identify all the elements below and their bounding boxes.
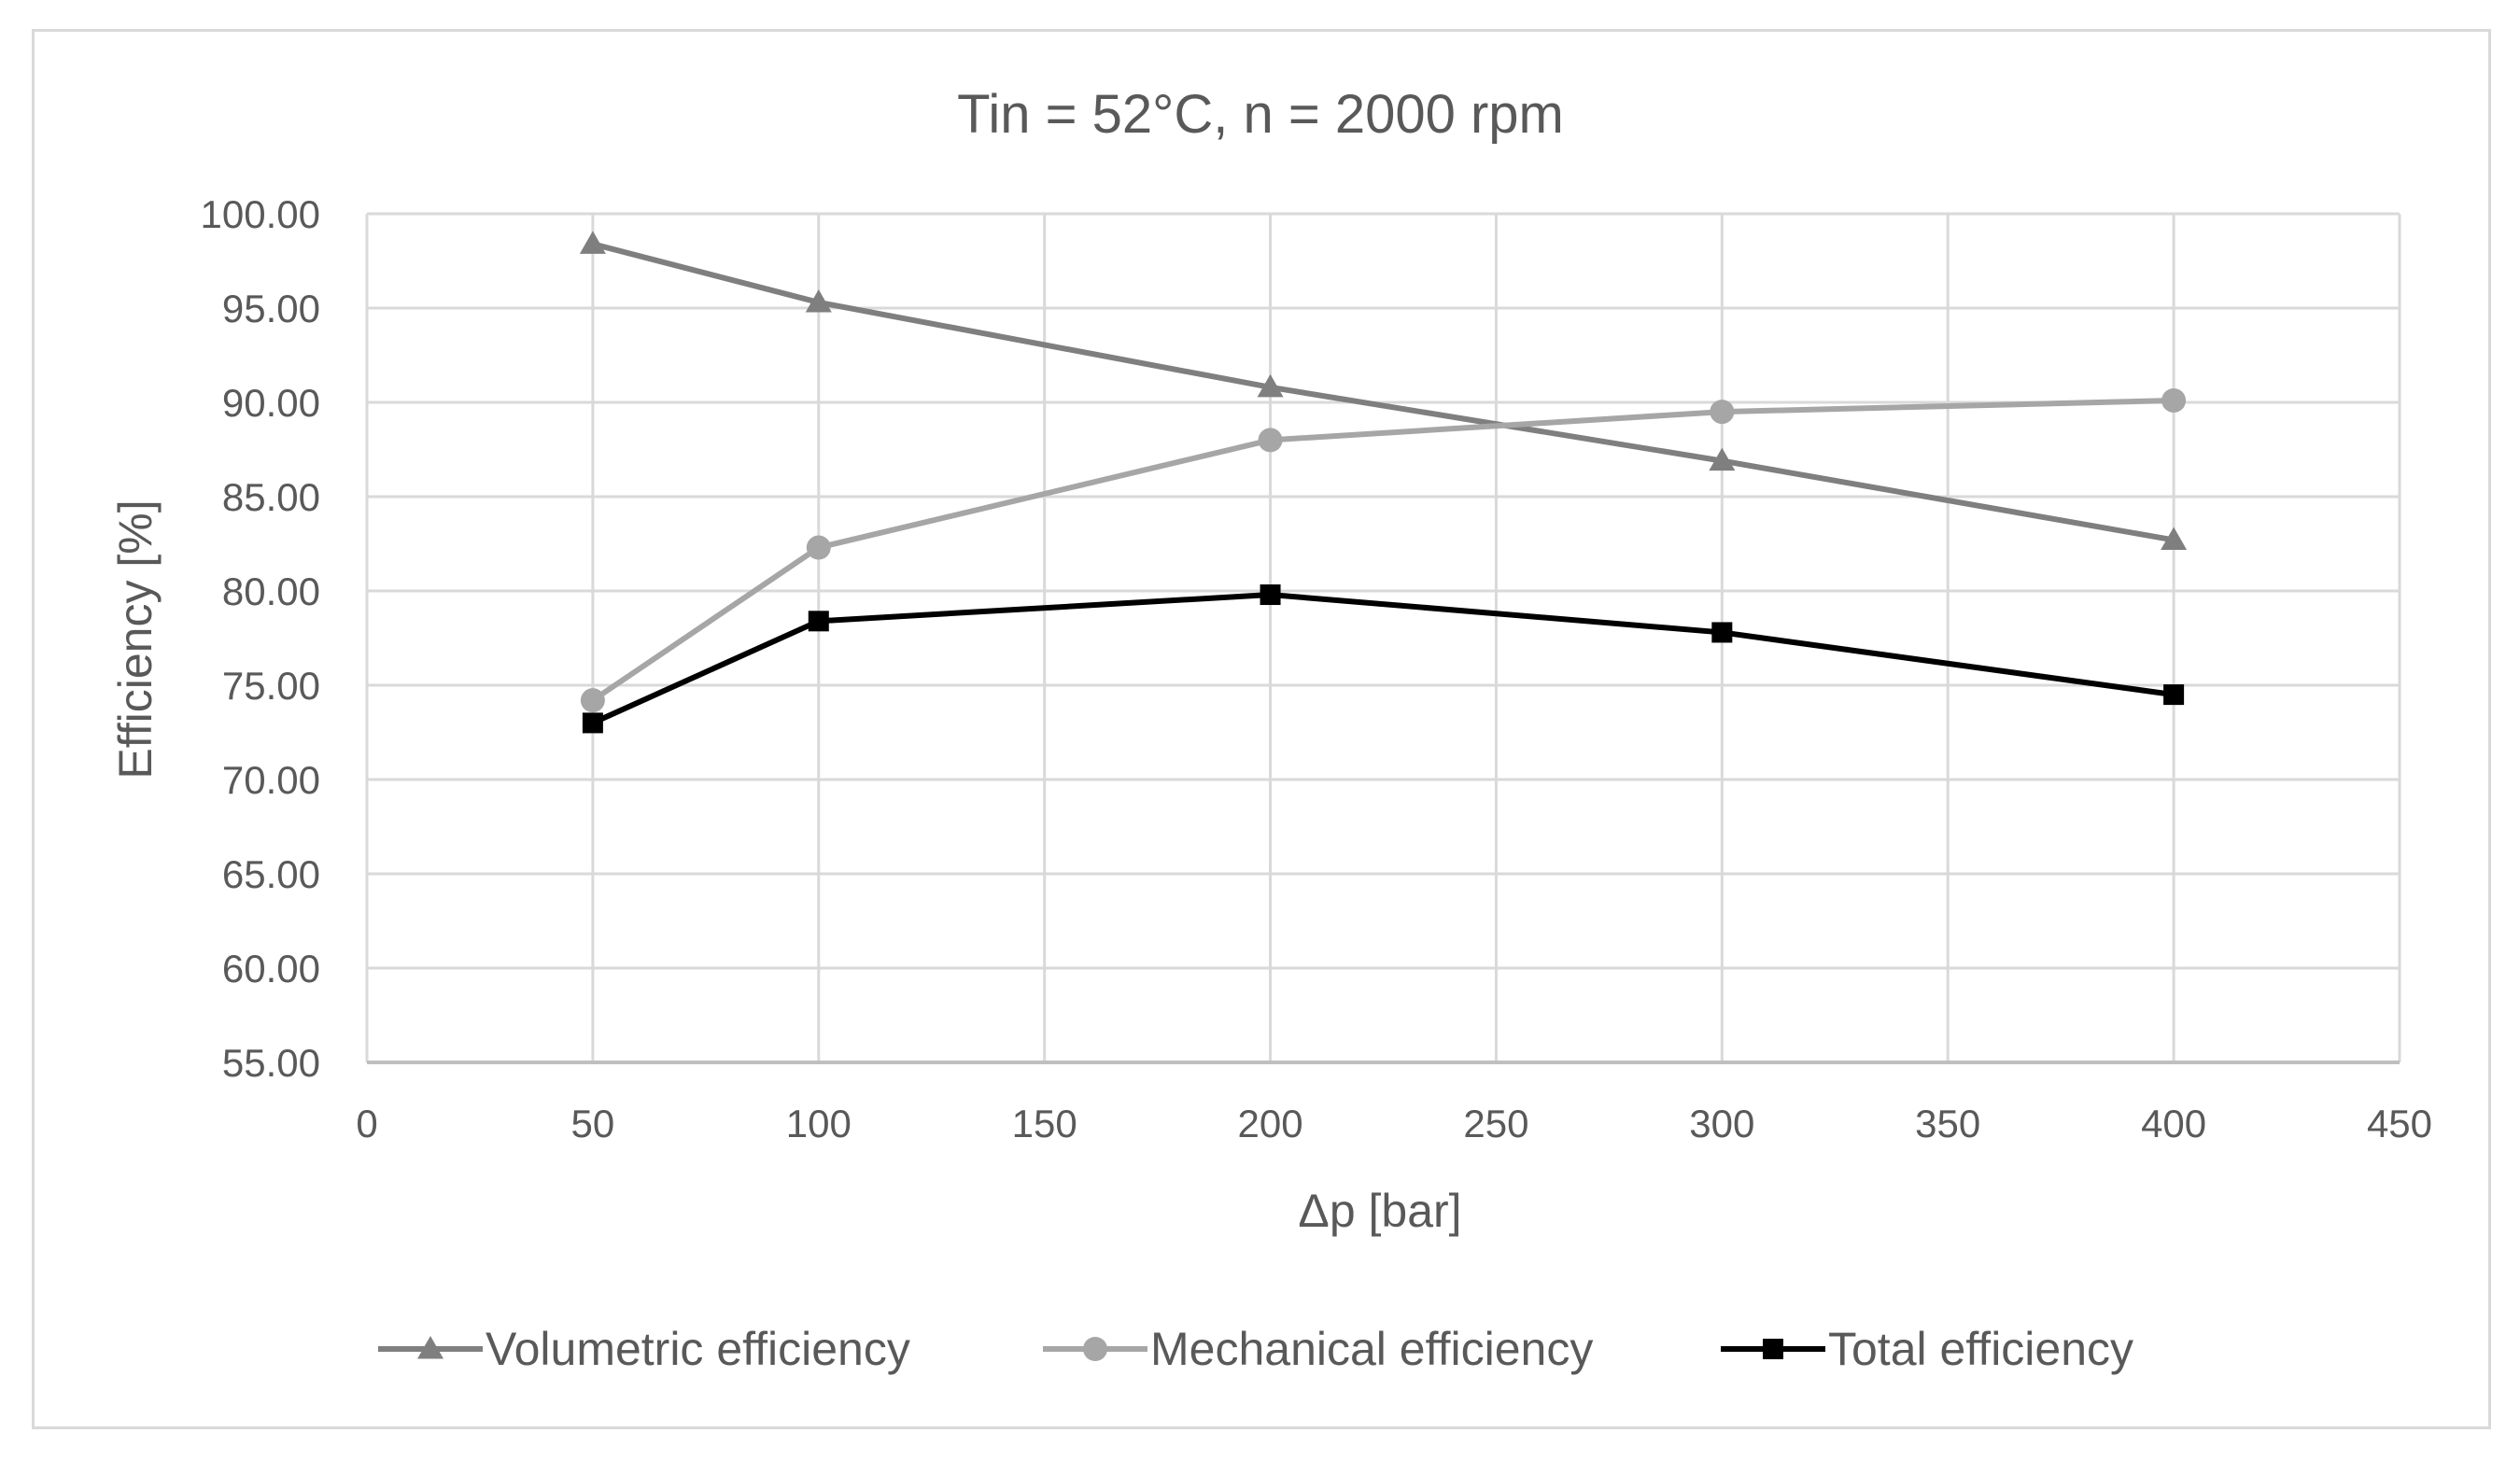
- x-tick-label: 50: [571, 1102, 615, 1145]
- y-tick-label: 90.00: [222, 381, 320, 425]
- series-volumetric-efficiency: [579, 231, 2188, 550]
- y-tick-label: 70.00: [222, 758, 320, 802]
- legend-item: Mechanical efficiency: [1043, 1323, 1593, 1375]
- axes: 55.00 60.00 65.00 70.00 75.00 80.00 85.00 90.00…: [201, 192, 2433, 1145]
- data-point: [1711, 622, 1733, 643]
- y-tick-label: 95.00: [222, 287, 320, 330]
- y-tick-label: 75.00: [222, 664, 320, 708]
- data-point: [2163, 684, 2185, 706]
- x-tick-label: 350: [1915, 1102, 1980, 1145]
- data-point: [1710, 400, 1735, 425]
- x-tick-label: 100: [786, 1102, 852, 1145]
- data-point: [806, 535, 831, 560]
- y-axis-title: Efficiency [%]: [109, 499, 162, 779]
- legend-item: Volumetric efficiency: [378, 1323, 910, 1375]
- series-line: [591, 592, 2175, 726]
- x-tick-label: 150: [1012, 1102, 1077, 1145]
- legend-item: Total efficiency: [1721, 1323, 2133, 1375]
- legend-label: Mechanical efficiency: [1150, 1323, 1593, 1375]
- data-point: [580, 688, 605, 713]
- data-point: [1257, 373, 1284, 398]
- x-tick-label: 200: [1238, 1102, 1303, 1145]
- series-total-efficiency: [582, 584, 2185, 734]
- series-mechanical-efficiency: [580, 387, 2187, 713]
- legend-marker: [1083, 1337, 1107, 1361]
- x-tick-label: 400: [2141, 1102, 2206, 1145]
- data-point: [2161, 527, 2188, 550]
- data-point: [808, 611, 829, 632]
- gridlines: [365, 212, 2401, 1062]
- chart-frame: [32, 29, 2491, 1429]
- x-tick-label: 300: [1689, 1102, 1754, 1145]
- data-point: [1258, 428, 1283, 453]
- y-tick-label: 80.00: [222, 569, 320, 613]
- y-tick-label: 55.00: [222, 1041, 320, 1085]
- y-tick-label: 60.00: [222, 947, 320, 990]
- legend: Volumetric efficiency Mechanical efficien…: [378, 1323, 2133, 1375]
- legend-marker: [1763, 1339, 1783, 1359]
- legend-label: Volumetric efficiency: [486, 1323, 910, 1375]
- legend-label: Total efficiency: [1828, 1323, 2133, 1375]
- y-tick-label: 65.00: [222, 852, 320, 896]
- data-point: [579, 231, 606, 254]
- data-point: [805, 288, 832, 313]
- x-tick-label: 0: [356, 1102, 377, 1145]
- data-point: [582, 712, 603, 734]
- x-axis-title: Δp [bar]: [1298, 1185, 1461, 1237]
- x-tick-label: 250: [1463, 1102, 1528, 1145]
- data-point: [1709, 447, 1736, 471]
- y-tick-label: 85.00: [222, 475, 320, 519]
- legend-marker: [417, 1336, 443, 1359]
- chart-title: Tin = 52°C, n = 2000 rpm: [957, 84, 1564, 145]
- x-tick-label: 450: [2367, 1102, 2432, 1145]
- data-point: [2161, 387, 2187, 413]
- y-tick-label: 100.00: [201, 192, 320, 236]
- data-point: [1260, 584, 1281, 606]
- series-group: [579, 231, 2188, 734]
